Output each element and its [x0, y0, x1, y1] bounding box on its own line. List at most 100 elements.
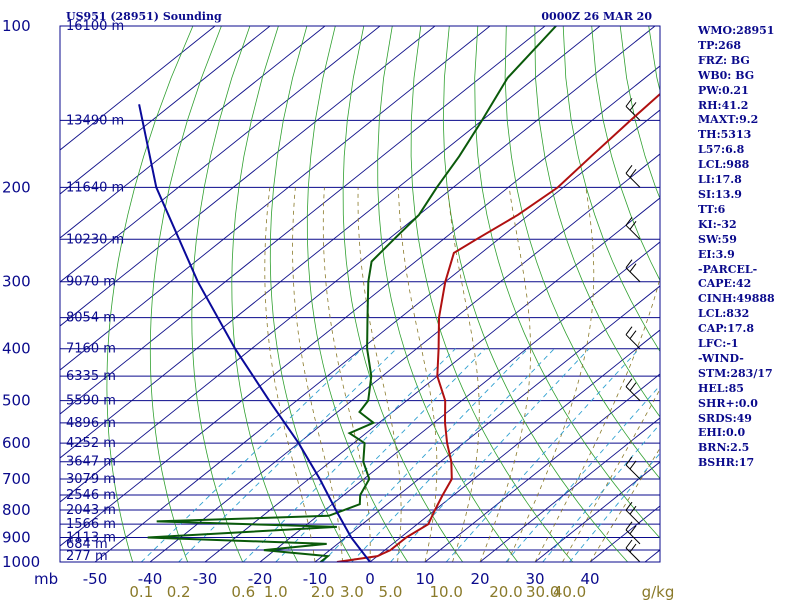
pressure-tick-label: 400: [2, 340, 31, 358]
y-axis-label: mb: [34, 570, 58, 588]
height-label: 5590 m: [66, 394, 116, 409]
mixing-ratio-line: [390, 348, 590, 562]
isotherm-line: [479, 417, 660, 562]
index-item: SW:59: [698, 232, 737, 246]
series-layer: [138, 26, 660, 562]
dry-adiabat-line: [149, 26, 222, 562]
pressure-tick-label: 1000: [2, 553, 40, 571]
wind-barb-staff: [625, 106, 641, 121]
isotherm-line: [60, 26, 271, 195]
isotherm-line: [60, 26, 381, 283]
moist-adiabat-line: [507, 187, 595, 562]
height-label: 2546 m: [66, 488, 116, 503]
height-label: 4896 m: [66, 416, 116, 431]
mixing-ratio-line: [242, 348, 456, 562]
wind-barb-staff: [625, 509, 641, 525]
pressure-tick-label: 900: [2, 528, 31, 546]
isotherm-line: [60, 26, 216, 151]
wind-barb-flag: [629, 330, 637, 340]
moist-adiabat-line: [322, 187, 371, 562]
temperature-tick-label: -20: [248, 570, 273, 588]
mixing-ratio-line: [445, 348, 640, 562]
height-label: 3079 m: [66, 472, 116, 487]
isotherm-line: [534, 461, 660, 562]
wind-barb-flag: [629, 263, 637, 273]
index-item: LCL:988: [698, 158, 750, 172]
wind-barb-flag: [625, 501, 633, 511]
moist-adiabat-line: [562, 388, 660, 562]
index-item: SHR+:0.0: [698, 396, 758, 410]
wind-barb-staff: [625, 172, 641, 188]
height-label: 2043 m: [66, 503, 116, 518]
mixing-ratio-line: [275, 348, 486, 562]
plot-frame: [59, 25, 661, 563]
isotherm-line: [314, 285, 660, 562]
dry-adiabat-line: [342, 26, 464, 562]
height-label: 684 m: [66, 537, 108, 552]
index-item: -WIND-: [698, 351, 744, 365]
temperature-line: [336, 92, 660, 562]
dry-adiabat-line: [191, 26, 251, 562]
temperature-tick-label: 20: [470, 570, 489, 588]
wind-barb: [625, 259, 641, 283]
dry-adiabat-line: [474, 26, 660, 539]
index-item: LFC:-1: [698, 337, 739, 351]
height-label: 11640 m: [66, 180, 124, 195]
mixing-ratio-label: 30.0: [526, 583, 559, 600]
height-label: 7160 m: [66, 342, 116, 357]
isotherm-line: [369, 329, 660, 562]
index-item: -PARCEL-: [698, 262, 758, 276]
isotherm-line: [259, 241, 660, 562]
dry-adiabat-line: [306, 26, 409, 562]
mixing-ratio-label: 0.1: [129, 583, 153, 600]
height-label: 13490 m: [66, 113, 124, 128]
wind-barb-flag: [629, 102, 637, 111]
index-item: CINH:49888: [698, 292, 775, 306]
mixing-ratio-label: 10.0: [429, 583, 462, 600]
moist-adiabat-line: [479, 187, 531, 562]
wind-barbs: [625, 98, 641, 563]
mixing-ratio-label: 0.2: [167, 583, 191, 600]
pressure-tick-label: 200: [2, 178, 31, 196]
wind-barb-flag: [625, 378, 633, 387]
pressure-tick-label: 600: [2, 434, 31, 452]
isotherm-line: [60, 26, 546, 415]
mixing-ratio-line: [542, 423, 660, 562]
wind-barb-staff: [625, 529, 641, 545]
isotherm-line: [60, 65, 660, 547]
mixing-ratio-label: 20.0: [489, 583, 522, 600]
wind-barb: [625, 501, 641, 525]
wind-barb-flag: [629, 220, 637, 230]
wind-barb-staff: [625, 267, 641, 283]
wind-barb-flag: [629, 382, 637, 391]
wind-barb: [625, 521, 641, 545]
index-item: PW:0.21: [698, 83, 749, 97]
dewpoint-line: [147, 26, 557, 562]
height-label: 277 m: [66, 549, 108, 564]
wind-barb-flag: [625, 165, 633, 174]
wind-barb-flag: [625, 456, 633, 466]
wind-barb: [625, 456, 641, 480]
index-item: TP:268: [698, 38, 742, 52]
dry-adiabat-line: [591, 26, 660, 282]
dry-adiabat-line: [106, 26, 194, 562]
wind-barb-flag: [625, 521, 633, 531]
index-item: RH:41.2: [698, 98, 749, 112]
height-label: 1566 m: [66, 517, 116, 532]
index-item: EI:3.9: [698, 247, 735, 261]
wind-barb-flag: [629, 543, 637, 553]
moist-adiabat-line: [534, 276, 660, 562]
wind-barb: [625, 165, 641, 188]
index-item: STM:283/17: [698, 366, 773, 380]
wind-barb-staff: [625, 224, 641, 240]
mixing-ratio-line: [569, 452, 660, 562]
temperature-tick-label: 40: [580, 570, 599, 588]
mixing-ratio-label: 5.0: [379, 583, 403, 600]
index-item: TH:5313: [698, 128, 752, 142]
index-panel: WMO:28951 TP:268 FRZ: BG WB0: BG PW:0.21 RH:4…: [698, 24, 798, 471]
height-label: 1113 m: [66, 530, 116, 545]
sounding-time: 0000Z 26 MAR 20: [541, 10, 652, 23]
wind-barb: [625, 326, 641, 350]
mixing-ratio-unit: g/kg: [642, 583, 675, 600]
